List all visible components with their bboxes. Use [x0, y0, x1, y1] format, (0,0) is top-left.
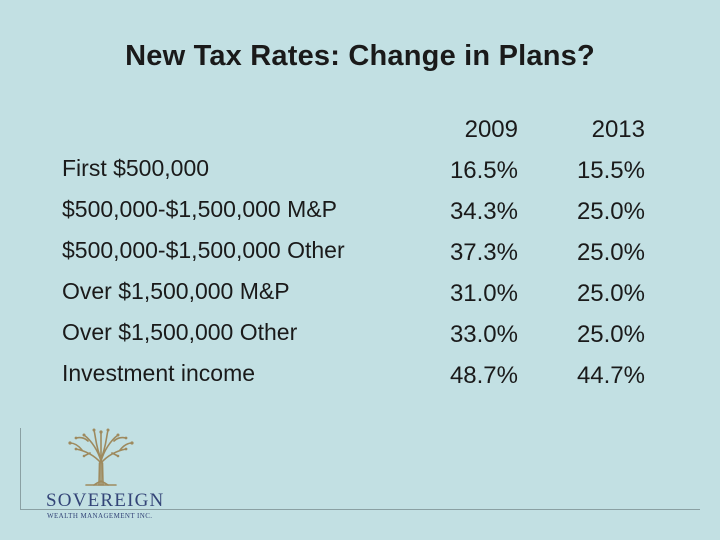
rate-2009: 33.0% [449, 321, 518, 348]
row-label: Over $1,500,000 M&P [62, 278, 290, 304]
rate-2013: 25.0% [576, 239, 645, 266]
rate-2009: 31.0% [449, 280, 518, 307]
rate-2013: 25.0% [576, 321, 645, 348]
row-label: Investment income [62, 360, 256, 386]
slide-title: New Tax Rates: Change in Plans? [125, 40, 595, 72]
row-labels: First $500,000 $500,000-$1,500,000 M&P $… [62, 148, 345, 394]
frame-horizontal-line [20, 509, 700, 510]
tree-icon [68, 428, 134, 486]
column-2013: 2013 15.5% 25.0% 25.0% 25.0% 25.0% 44.7% [545, 110, 645, 396]
column-header-2009: 2009 [464, 116, 518, 143]
rate-2013: 44.7% [576, 362, 645, 389]
row-label: $500,000-$1,500,000 Other [62, 237, 345, 263]
frame-vertical-line [20, 428, 21, 510]
company-logo: SOVEREIGN WEALTH MANAGEMENT INC. [42, 425, 165, 525]
rate-2009: 16.5% [449, 157, 518, 184]
rate-2013: 25.0% [576, 198, 645, 225]
row-label: First $500,000 [62, 155, 210, 181]
rate-2013: 25.0% [576, 280, 645, 307]
row-label: Over $1,500,000 Other [62, 319, 298, 345]
rate-2009: 48.7% [449, 362, 518, 389]
row-label: $500,000-$1,500,000 M&P [62, 196, 337, 222]
logo-name: SOVEREIGN [46, 490, 165, 511]
column-header-2013: 2013 [591, 116, 645, 143]
rate-2013: 15.5% [576, 157, 645, 184]
logo-tagline: WEALTH MANAGEMENT INC. [47, 512, 153, 520]
column-2009: 2009 16.5% 34.3% 37.3% 31.0% 33.0% 48.7% [418, 110, 518, 396]
rate-2009: 37.3% [449, 239, 518, 266]
rate-2009: 34.3% [449, 198, 518, 225]
